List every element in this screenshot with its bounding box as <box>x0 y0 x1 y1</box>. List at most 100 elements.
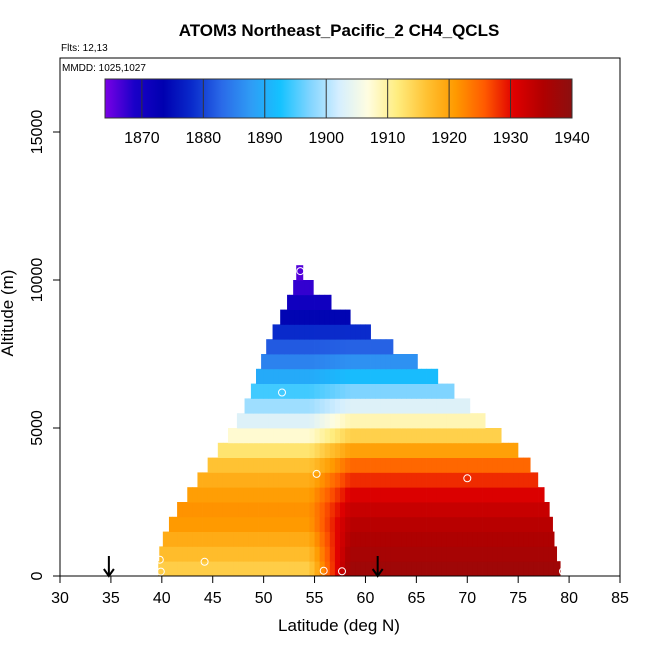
heatmap-cell <box>528 516 534 532</box>
heatmap-cell <box>538 516 545 532</box>
heatmap-cell <box>345 561 351 577</box>
heatmap-cell <box>487 561 494 577</box>
heatmap-cell <box>345 354 351 370</box>
heatmap-cell <box>497 457 504 473</box>
x-tick-label: 35 <box>102 590 120 607</box>
heatmap-cell <box>553 531 555 547</box>
heatmap-cell <box>329 368 336 384</box>
heatmap-cell <box>370 487 377 503</box>
heatmap-cell <box>314 502 321 518</box>
heatmap-cell <box>355 442 361 458</box>
heatmap-cell <box>553 546 558 562</box>
heatmap-cell <box>273 354 280 370</box>
heatmap-cell <box>462 472 468 488</box>
heatmap-cell <box>345 531 351 547</box>
heatmap-cell <box>350 354 356 370</box>
heatmap-cell <box>421 502 427 518</box>
heatmap-cell <box>334 546 341 562</box>
heatmap-cell <box>390 413 397 429</box>
heatmap-cell <box>268 457 275 473</box>
heatmap-cell <box>482 442 489 458</box>
heatmap-cell <box>253 428 259 444</box>
sample-point <box>200 557 209 566</box>
heatmap-cell <box>329 442 336 458</box>
colorbar-tick-label: 1890 <box>247 130 283 147</box>
heatmap-cell <box>375 398 382 414</box>
heatmap-cell <box>528 502 534 518</box>
heatmap-cell <box>385 561 392 577</box>
heatmap-cell <box>411 546 417 562</box>
heatmap-cell <box>314 561 321 577</box>
heatmap-cell <box>401 413 407 429</box>
heatmap-cell <box>182 546 188 562</box>
heatmap-cell <box>497 472 504 488</box>
heatmap-cell <box>334 561 341 577</box>
heatmap-cell <box>340 398 346 414</box>
heatmap-cell <box>513 442 519 458</box>
x-tick-label: 30 <box>51 590 69 607</box>
heatmap-cell <box>350 487 356 503</box>
heatmap-cell <box>253 502 259 518</box>
heatmap-cell <box>299 457 305 473</box>
heatmap-cell <box>446 383 453 399</box>
heatmap-cell <box>370 516 377 532</box>
heatmap-cell <box>263 472 270 488</box>
heatmap-cell <box>273 324 280 340</box>
heatmap-cell <box>508 502 514 518</box>
heatmap-cell <box>360 339 366 355</box>
heatmap-cell <box>431 442 438 458</box>
heatmap-cell <box>197 487 203 503</box>
heatmap-cell <box>192 487 198 503</box>
heatmap-cell <box>273 383 280 399</box>
heatmap-cell <box>431 516 438 532</box>
heatmap-cell <box>324 309 331 325</box>
heatmap-cell <box>375 457 382 473</box>
heatmap-cell <box>314 339 321 355</box>
heatmap-cell <box>426 531 433 547</box>
heatmap-cell <box>370 383 377 399</box>
heatmap-cell <box>431 398 438 414</box>
heatmap-cell <box>324 457 331 473</box>
heatmap-cell <box>502 502 509 518</box>
heatmap-cell <box>197 531 203 547</box>
heatmap-cell <box>385 413 392 429</box>
heatmap-cell <box>177 546 183 562</box>
heatmap-cell <box>340 383 346 399</box>
sample-points <box>155 267 567 576</box>
y-tick-label: 15000 <box>29 110 46 155</box>
heatmap-cell <box>294 442 300 458</box>
x-tick-label: 65 <box>407 590 425 607</box>
heatmap-cell <box>345 413 351 429</box>
heatmap-cell <box>334 413 341 429</box>
heatmap-cell <box>375 339 382 355</box>
heatmap-cell <box>467 442 473 458</box>
heatmap-cell <box>314 531 321 547</box>
heatmap-cell <box>319 413 326 429</box>
heatmap-cell <box>319 368 326 384</box>
heatmap-cell <box>324 531 331 547</box>
heatmap-cell <box>411 413 417 429</box>
heatmap-cell <box>314 354 321 370</box>
heatmap-cell <box>207 502 214 518</box>
heatmap-cell <box>329 309 336 325</box>
arrow-marker <box>103 556 115 578</box>
heatmap-cell <box>268 502 275 518</box>
heatmap-cell <box>436 383 443 399</box>
heatmap-cell <box>457 531 463 547</box>
heatmap-cell <box>462 398 468 414</box>
heatmap-cell <box>324 339 331 355</box>
heatmap-cell <box>253 487 259 503</box>
x-axis: 30 35 40 45 50 55 60 65 70 75 80 85 <box>51 576 629 607</box>
heatmap-cell <box>396 516 402 532</box>
heatmap-cell <box>487 531 494 547</box>
heatmap-cell <box>497 502 504 518</box>
heatmap-cell <box>299 294 305 310</box>
heatmap-cell <box>375 472 382 488</box>
heatmap-cell <box>263 354 270 370</box>
heatmap-cell <box>273 531 280 547</box>
heatmap-cell <box>452 516 458 532</box>
heatmap-cell <box>314 413 321 429</box>
heatmap-cell <box>309 457 315 473</box>
heatmap-cell <box>548 561 555 577</box>
heatmap-cell <box>309 294 315 310</box>
